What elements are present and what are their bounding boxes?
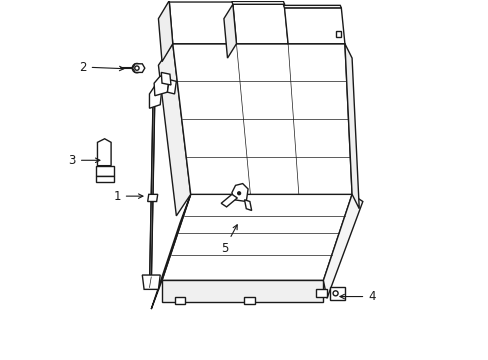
Polygon shape [161, 72, 171, 85]
Polygon shape [162, 280, 323, 302]
Polygon shape [283, 5, 341, 8]
Circle shape [132, 63, 142, 73]
Polygon shape [231, 184, 247, 202]
Circle shape [237, 192, 240, 195]
Text: 5: 5 [221, 225, 237, 255]
Polygon shape [284, 8, 344, 44]
Polygon shape [221, 194, 237, 207]
Polygon shape [149, 98, 155, 288]
Polygon shape [154, 76, 169, 96]
Polygon shape [232, 4, 287, 44]
Polygon shape [167, 0, 232, 1]
Text: 2: 2 [79, 60, 123, 73]
Polygon shape [316, 289, 326, 297]
Polygon shape [169, 1, 236, 44]
Polygon shape [96, 166, 113, 176]
Polygon shape [158, 1, 172, 62]
Polygon shape [329, 287, 344, 300]
Polygon shape [162, 194, 351, 280]
Polygon shape [132, 64, 144, 72]
Polygon shape [174, 297, 185, 304]
Polygon shape [142, 275, 160, 289]
Polygon shape [244, 297, 255, 304]
Polygon shape [335, 31, 341, 37]
Polygon shape [323, 194, 362, 298]
Polygon shape [167, 80, 176, 94]
Circle shape [332, 291, 337, 296]
Polygon shape [96, 176, 113, 182]
Polygon shape [151, 194, 190, 309]
Text: 3: 3 [68, 154, 100, 167]
Circle shape [135, 66, 139, 70]
Polygon shape [97, 139, 111, 166]
Polygon shape [344, 44, 359, 209]
Polygon shape [149, 83, 162, 108]
Polygon shape [158, 44, 190, 216]
Polygon shape [224, 4, 236, 58]
Text: 4: 4 [339, 290, 375, 303]
Text: 1: 1 [113, 190, 142, 203]
Polygon shape [244, 200, 251, 211]
Polygon shape [172, 44, 351, 194]
Polygon shape [147, 194, 158, 202]
Polygon shape [231, 1, 284, 4]
